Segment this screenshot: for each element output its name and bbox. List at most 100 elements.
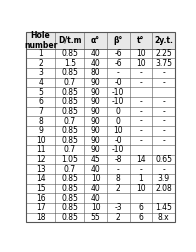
Text: 0.85: 0.85 (61, 194, 78, 203)
Text: 55: 55 (91, 213, 101, 222)
Text: Hole
number: Hole number (24, 31, 57, 50)
Text: D/t.m: D/t.m (58, 36, 82, 45)
Text: 0.7: 0.7 (64, 165, 76, 174)
Text: 14: 14 (36, 174, 45, 183)
Text: 80: 80 (91, 68, 100, 77)
Text: 0.85: 0.85 (61, 126, 78, 135)
Text: 0.7: 0.7 (64, 145, 76, 154)
Text: -: - (140, 165, 142, 174)
Text: 3.9: 3.9 (158, 174, 170, 183)
Text: 0.7: 0.7 (64, 78, 76, 87)
Text: 45: 45 (91, 155, 101, 164)
Text: 10: 10 (91, 203, 100, 212)
Text: 0.85: 0.85 (61, 136, 78, 145)
Text: 0.85: 0.85 (61, 97, 78, 106)
Text: 5: 5 (38, 88, 43, 97)
Text: 1: 1 (38, 49, 43, 58)
Text: -: - (162, 136, 165, 145)
Text: 40: 40 (91, 49, 101, 58)
Text: -: - (140, 97, 142, 106)
Text: -0: -0 (114, 78, 122, 87)
Text: β°: β° (114, 36, 123, 45)
Text: 0: 0 (116, 116, 121, 125)
Text: -: - (162, 97, 165, 106)
Text: 6: 6 (138, 203, 143, 212)
Text: 1.5: 1.5 (64, 59, 76, 68)
Text: 6: 6 (138, 213, 143, 222)
Text: 4: 4 (38, 78, 43, 87)
Text: 12: 12 (36, 155, 45, 164)
Text: 10: 10 (113, 126, 123, 135)
Text: -: - (140, 116, 142, 125)
Text: 2: 2 (38, 59, 43, 68)
Text: -: - (140, 68, 142, 77)
Text: 0.7: 0.7 (64, 116, 76, 125)
Text: 18: 18 (36, 213, 45, 222)
Text: 90: 90 (91, 126, 101, 135)
Text: 90: 90 (91, 136, 101, 145)
Text: 8: 8 (38, 116, 43, 125)
Text: 2.25: 2.25 (155, 49, 172, 58)
Text: -: - (140, 107, 142, 116)
Text: 90: 90 (91, 116, 101, 125)
Text: 90: 90 (91, 107, 101, 116)
Text: 90: 90 (91, 78, 101, 87)
Text: 0: 0 (116, 107, 121, 116)
Text: 17: 17 (36, 203, 45, 212)
Text: 8: 8 (116, 174, 121, 183)
Text: 2y.t.: 2y.t. (154, 36, 173, 45)
Bar (26, 32, 175, 49)
Text: 0.85: 0.85 (61, 203, 78, 212)
Text: -: - (162, 107, 165, 116)
Text: 0.85: 0.85 (61, 213, 78, 222)
Text: -: - (117, 165, 120, 174)
Text: 11: 11 (36, 145, 45, 154)
Text: 40: 40 (91, 184, 101, 193)
Text: 6: 6 (38, 97, 43, 106)
Text: 90: 90 (91, 88, 101, 97)
Text: 0.85: 0.85 (61, 49, 78, 58)
Text: 14: 14 (136, 155, 146, 164)
Text: -: - (162, 68, 165, 77)
Text: -8: -8 (114, 155, 122, 164)
Text: -: - (162, 78, 165, 87)
Text: 7: 7 (38, 107, 43, 116)
Text: t°: t° (137, 36, 145, 45)
Text: 10: 10 (136, 49, 146, 58)
Text: -: - (140, 136, 142, 145)
Text: 1.05: 1.05 (61, 155, 78, 164)
Text: 90: 90 (91, 145, 101, 154)
Text: -6: -6 (114, 59, 122, 68)
Text: -: - (140, 126, 142, 135)
Text: -10: -10 (112, 145, 124, 154)
Text: 3.75: 3.75 (155, 59, 172, 68)
Text: 10: 10 (136, 59, 146, 68)
Text: 3: 3 (38, 68, 43, 77)
Text: -10: -10 (112, 97, 124, 106)
Text: 16: 16 (36, 194, 45, 203)
Text: 0.65: 0.65 (155, 155, 172, 164)
Text: 0.85: 0.85 (61, 68, 78, 77)
Text: -10: -10 (112, 88, 124, 97)
Text: 0.85: 0.85 (61, 107, 78, 116)
Text: 10: 10 (136, 184, 146, 193)
Text: 40: 40 (91, 59, 101, 68)
Text: -6: -6 (114, 49, 122, 58)
Text: -: - (140, 78, 142, 87)
Text: 10: 10 (36, 136, 45, 145)
Text: 1.45: 1.45 (155, 203, 172, 212)
Text: 1: 1 (139, 174, 143, 183)
Text: 2: 2 (116, 213, 121, 222)
Text: 2.08: 2.08 (155, 184, 172, 193)
Text: 90: 90 (91, 97, 101, 106)
Text: 2: 2 (116, 184, 121, 193)
Text: 0.85: 0.85 (61, 174, 78, 183)
Text: -: - (162, 165, 165, 174)
Text: 0.85: 0.85 (61, 88, 78, 97)
Text: 9: 9 (38, 126, 43, 135)
Text: 13: 13 (36, 165, 45, 174)
Text: -: - (162, 116, 165, 125)
Text: -3: -3 (114, 203, 122, 212)
Text: 0.85: 0.85 (61, 184, 78, 193)
Text: 40: 40 (91, 194, 101, 203)
